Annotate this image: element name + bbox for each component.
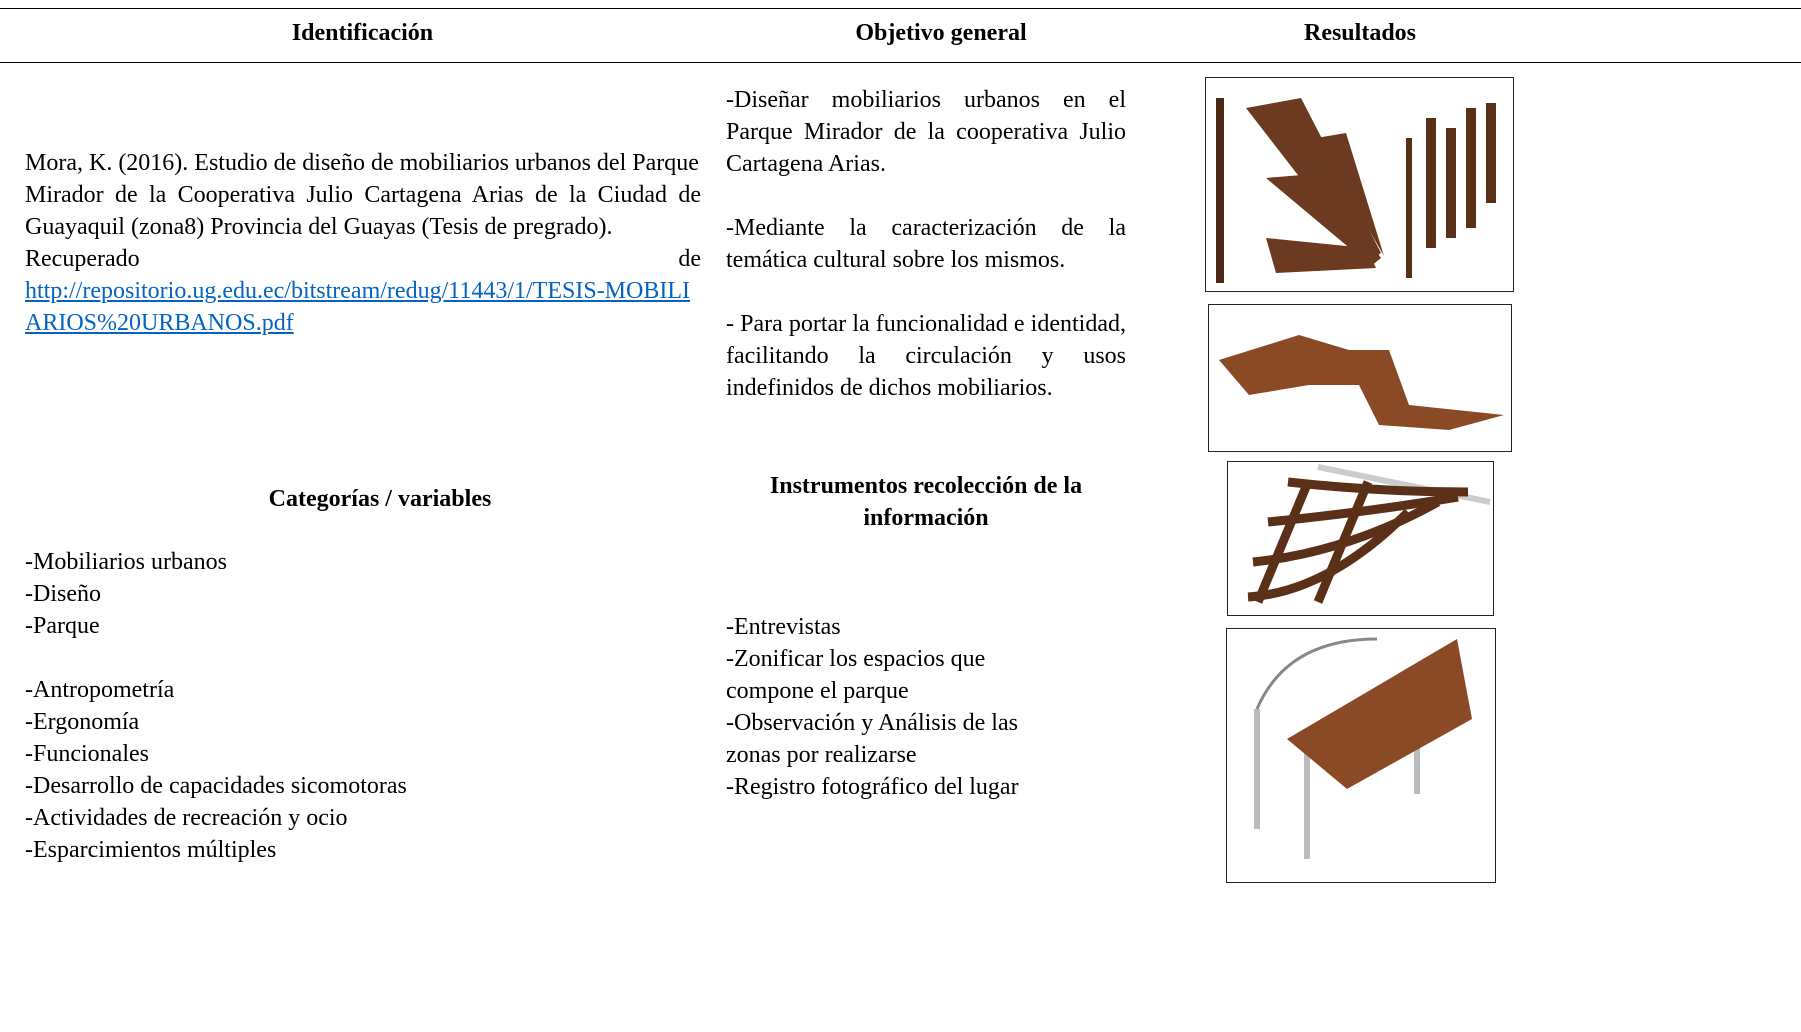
objective-paragraph: -Diseñar mobiliarios urbanos en el Parqu… xyxy=(726,87,1126,177)
category-item: -Mobiliarios urbanos xyxy=(25,549,227,575)
category-item: -Parque xyxy=(25,613,100,639)
categories-title: Categorías / variables xyxy=(268,486,492,512)
category-item: -Desarrollo de capacidades sicomotoras xyxy=(25,773,407,799)
result-image xyxy=(1205,77,1514,292)
category-item: -Ergonomía xyxy=(25,709,140,735)
instruments-title: Instrumentos recolección de la informaci… xyxy=(769,473,1083,531)
url-link[interactable]: http://repositorio.ug.edu.ec/bitstream/r… xyxy=(25,278,691,336)
category-item: -Esparcimientos múltiples xyxy=(25,837,277,863)
header-rule xyxy=(0,62,1801,63)
instrument-item: -Registro fotográfico del lugar xyxy=(726,774,1019,800)
categories-list: -Mobiliarios urbanos -Diseño -Parque -Antro… xyxy=(25,546,551,866)
category-item: -Funcionales xyxy=(25,741,149,767)
citation-text: Mora, K. (2016). Estudio de diseño de mo… xyxy=(25,150,699,176)
category-item: -Diseño xyxy=(25,581,101,607)
header: Objetivo general xyxy=(855,20,1027,46)
category-item: -Antropometría xyxy=(25,677,175,703)
result-image xyxy=(1226,628,1496,883)
citation: Mora, K. (2016). Estudio de diseño de mo… xyxy=(25,147,701,339)
instrument-item: -Entrevistas xyxy=(726,614,841,640)
top-rule xyxy=(0,8,1801,9)
objectives: -Diseñar mobiliarios urbanos en el Parqu… xyxy=(726,84,1126,436)
instrument-item: -Zonificar los espacios que compone el p… xyxy=(726,646,986,704)
citation-text: Mirador de la Cooperativa Julio Cartagen… xyxy=(25,182,701,240)
result-image xyxy=(1208,304,1512,452)
header: Identificación xyxy=(291,20,434,46)
category-item: -Actividades de recreación y ocio xyxy=(25,805,348,831)
retrieved: Recuperado de xyxy=(25,246,701,272)
result-image xyxy=(1227,461,1494,616)
instrument-item: -Observación y Análisis de las zonas por… xyxy=(726,710,1018,768)
objective-paragraph: - Para portar la funcionalidad e identid… xyxy=(726,311,1126,401)
header: Resultados xyxy=(1303,20,1417,46)
instruments-list: -Entrevistas -Zonificar los espacios que … xyxy=(726,611,1071,803)
objective-paragraph: -Mediante la caracterización de la temát… xyxy=(726,215,1126,273)
